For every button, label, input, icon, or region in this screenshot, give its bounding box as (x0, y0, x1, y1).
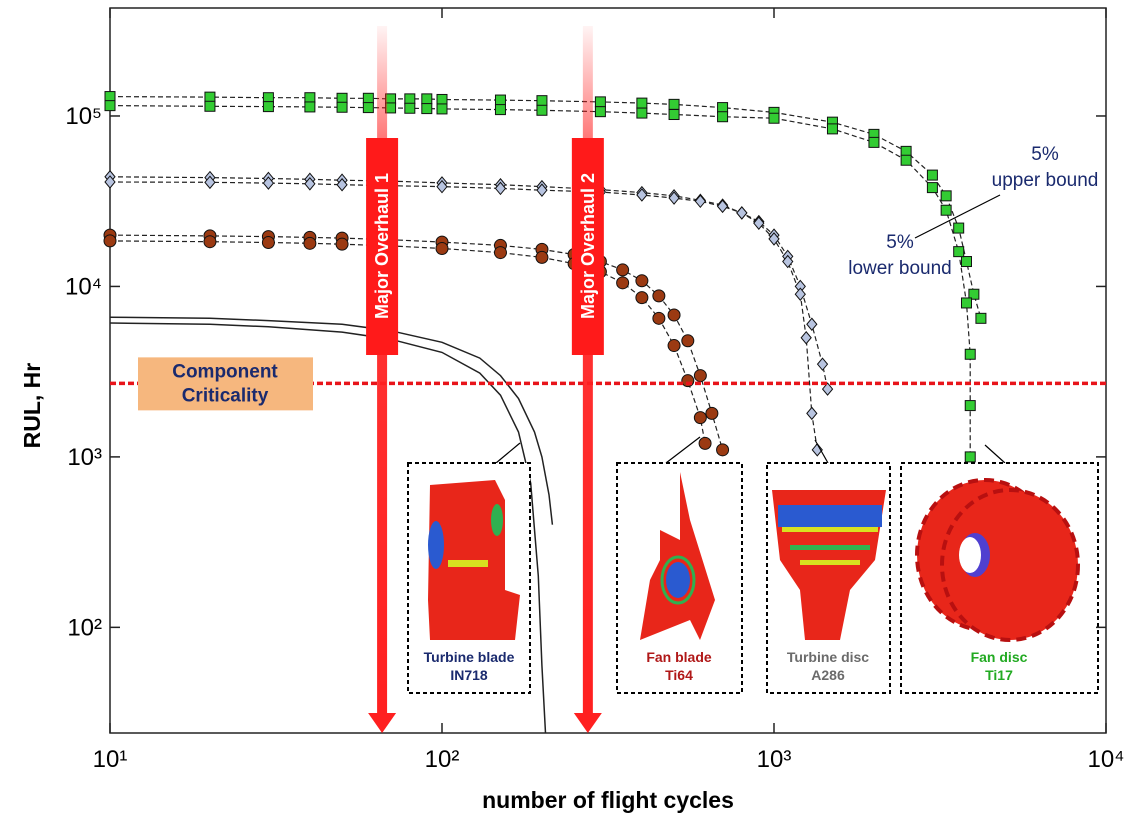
point (205, 101, 215, 111)
point (405, 94, 415, 104)
chart: Component Criticality Major Overhaul 1 Maj… (0, 0, 1131, 820)
point (105, 92, 115, 102)
point (706, 407, 718, 419)
point (437, 104, 447, 114)
point (494, 247, 506, 259)
point (718, 103, 728, 113)
point (636, 292, 648, 304)
point (869, 137, 879, 147)
point (717, 444, 729, 456)
point (104, 235, 116, 247)
criticality-label: Component (172, 361, 278, 382)
point (304, 237, 316, 249)
point (769, 113, 779, 123)
point (653, 312, 665, 324)
point (827, 124, 837, 134)
point (954, 223, 964, 233)
annotation: 5% (886, 232, 914, 253)
point (405, 103, 415, 113)
point (668, 309, 680, 321)
component-name: Turbine disc (787, 649, 869, 665)
y-tick-label: 10⁴ (65, 273, 102, 300)
point (305, 93, 315, 103)
point (961, 298, 971, 308)
point (495, 105, 505, 115)
point (422, 94, 432, 104)
point (205, 92, 215, 102)
point (927, 183, 937, 193)
point (941, 191, 951, 201)
point (653, 290, 665, 302)
point (363, 93, 373, 103)
point (536, 251, 548, 263)
point (965, 401, 975, 411)
x-tick-label: 10³ (757, 746, 792, 773)
overhaul-label: Major Overhaul 1 (372, 173, 392, 319)
point (694, 412, 706, 424)
component-name: Fan blade (646, 649, 712, 665)
point (954, 247, 964, 257)
point (262, 237, 274, 249)
point (976, 313, 986, 323)
point (105, 101, 115, 111)
point (537, 96, 547, 106)
component-material: Ti64 (665, 667, 693, 683)
annotation: lower bound (848, 258, 952, 279)
component-material: A286 (811, 667, 845, 683)
x-axis-label: number of flight cycles (482, 787, 734, 813)
annotation: 5% (1031, 144, 1059, 165)
x-tick-label: 10⁴ (1087, 746, 1124, 773)
point (637, 108, 647, 118)
point (669, 110, 679, 120)
point (437, 94, 447, 104)
point (337, 102, 347, 112)
point (682, 335, 694, 347)
point (305, 102, 315, 112)
criticality-label: Criticality (182, 385, 269, 406)
component-name: Turbine blade (424, 649, 515, 665)
component-material: IN718 (450, 667, 488, 683)
point (961, 257, 971, 267)
point (694, 370, 706, 382)
point (965, 452, 975, 462)
point (495, 95, 505, 105)
point (422, 104, 432, 114)
point (595, 97, 605, 107)
point (617, 264, 629, 276)
point (363, 103, 373, 113)
point (699, 437, 711, 449)
point (204, 236, 216, 248)
point (617, 277, 629, 289)
point (941, 205, 951, 215)
point (263, 102, 273, 112)
point (901, 155, 911, 165)
point (669, 99, 679, 109)
point (595, 107, 605, 117)
x-tick-label: 10² (425, 746, 460, 773)
point (927, 170, 937, 180)
overhaul-arrow (583, 26, 593, 715)
point (336, 238, 348, 250)
y-tick-label: 10² (67, 614, 102, 641)
x-tick-label: 10¹ (93, 746, 128, 773)
annotation: upper bound (992, 170, 1099, 191)
point (637, 98, 647, 108)
point (965, 349, 975, 359)
component-name: Fan disc (971, 649, 1028, 665)
overhaul-label: Major Overhaul 2 (578, 173, 598, 319)
y-tick-label: 10⁵ (65, 103, 102, 130)
component-material: Ti17 (985, 667, 1013, 683)
overhaul-arrow (377, 26, 387, 715)
point (636, 275, 648, 287)
point (537, 105, 547, 115)
point (436, 242, 448, 254)
y-tick-label: 10³ (67, 444, 102, 471)
y-axis-label: RUL, Hr (19, 363, 45, 449)
point (668, 340, 680, 352)
point (718, 112, 728, 122)
